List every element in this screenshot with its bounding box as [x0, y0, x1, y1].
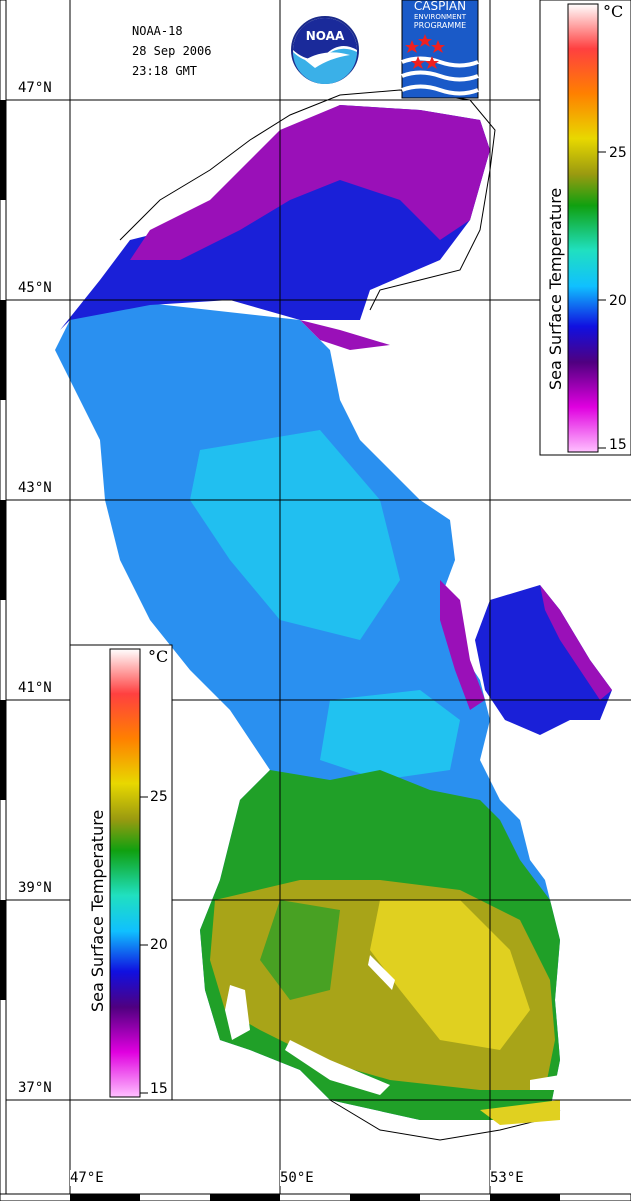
colorbar-bottom-title: Sea Surface Temperature — [88, 809, 107, 1012]
colorbar-bottom — [69, 644, 173, 1101]
colorbar-top-tick-20: 20 — [609, 293, 627, 309]
satellite-name: NOAA-18 — [132, 24, 183, 38]
sea-surface — [55, 89, 612, 1141]
colorbar-top-tick-15: 15 — [609, 437, 627, 453]
lon-label-50e: 50°E — [280, 1170, 314, 1186]
colorbar-bottom-tick-15: 15 — [150, 1081, 168, 1097]
caspian-logo-line-3: PROGRAMME — [413, 21, 467, 30]
colorbar-top-tick-25: 25 — [609, 145, 627, 161]
colorbar-bottom-tick-25: 25 — [150, 789, 168, 805]
lat-label-41n: 41°N — [18, 680, 52, 696]
caspian-logo-line-1: CASPIAN — [413, 0, 467, 13]
noaa-logo — [291, 16, 359, 84]
lat-label-45n: 45°N — [18, 280, 52, 296]
lat-label-47n: 47°N — [18, 80, 52, 96]
lat-label-39n: 39°N — [18, 880, 52, 896]
left-scale-bar — [0, 0, 7, 1201]
caspian-logo — [401, 0, 479, 99]
caspian-logo-line-2: ENVIRONMENT — [413, 13, 467, 21]
colorbar-bottom-tick-20: 20 — [150, 937, 168, 953]
acquisition-date: 28 Sep 2006 — [132, 44, 212, 58]
acquisition-time: 23:18 GMT — [132, 64, 198, 78]
colorbar-bottom-unit: °C — [148, 647, 169, 666]
lon-label-53e: 53°E — [490, 1170, 524, 1186]
noaa-logo-text: NOAA — [305, 29, 345, 43]
lat-label-43n: 43°N — [18, 480, 52, 496]
lon-label-47e: 47°E — [70, 1170, 104, 1186]
colorbar-top-unit: °C — [603, 2, 624, 21]
bottom-scale-bar — [0, 1193, 631, 1201]
colorbar-top-title: Sea Surface Temperature — [546, 187, 565, 390]
colorbar-top — [539, 0, 631, 456]
lat-label-37n: 37°N — [18, 1080, 52, 1096]
